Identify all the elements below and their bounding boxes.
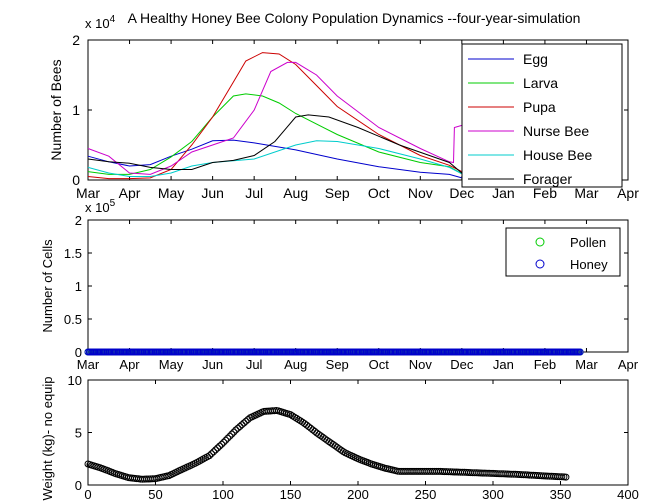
data-point <box>238 421 246 429</box>
data-point <box>226 432 234 440</box>
cells-xtick-label: Mar <box>77 357 100 372</box>
cells-xtick-label: Jan <box>493 357 514 372</box>
legend-label-honey: Honey <box>570 257 608 272</box>
population-xtick-label: Apr <box>119 185 141 201</box>
legend-label-egg: Egg <box>523 51 548 67</box>
weight-xtick-label: 400 <box>617 487 639 502</box>
weight-ytick-label: 5 <box>75 426 82 441</box>
cells-ytick-label: 0 <box>75 345 82 360</box>
figure-title: A Healthy Honey Bee Colony Population Dy… <box>128 10 581 26</box>
data-point <box>218 440 226 448</box>
cells-xtick-label: May <box>159 357 184 372</box>
cells-xtick-label: Apr <box>119 357 140 372</box>
weight-ytick-label: 0 <box>75 478 82 493</box>
cells-xtick-label: Oct <box>369 357 390 372</box>
data-point <box>562 473 570 481</box>
data-point <box>220 438 228 446</box>
population-xtick-label: Jun <box>201 185 224 201</box>
legend-label-larva: Larva <box>523 75 558 91</box>
population-xtick-label: Jan <box>492 185 515 201</box>
population-xtick-label: Sep <box>325 185 350 201</box>
data-point <box>208 450 215 458</box>
cells-xtick-label: Jul <box>246 357 263 372</box>
data-point <box>234 424 242 432</box>
cells-xtick-label: Jun <box>202 357 223 372</box>
weight-xtick-label: 200 <box>347 487 369 502</box>
series-markers-weight <box>84 407 570 483</box>
population-xtick-label: Nov <box>408 185 433 201</box>
legend-label-pollen: Pollen <box>570 235 606 250</box>
cells-xtick-label: Aug <box>284 357 307 372</box>
population-legend <box>461 43 623 188</box>
legend-label-forager: Forager <box>523 171 572 187</box>
weight-ytick-label: 10 <box>68 373 82 388</box>
population-ylabel: Number of Bees <box>48 59 64 160</box>
weight-ylabel: Weight (kg)- no equip <box>40 376 55 500</box>
cells-exponent: x 105 <box>85 198 116 215</box>
cells-xtick-label: Apr <box>618 357 639 372</box>
population-xtick-label: Jul <box>245 185 263 201</box>
cells-ytick-label: 0.5 <box>64 312 82 327</box>
weight-xtick-label: 250 <box>415 487 437 502</box>
population-xtick-label: Feb <box>533 185 557 201</box>
population-xtick-label: Apr <box>617 185 639 201</box>
weight-xtick-label: 100 <box>212 487 234 502</box>
cells-xtick-label: Sep <box>326 357 349 372</box>
data-point <box>576 348 584 356</box>
population-ytick-label: 2 <box>72 32 80 48</box>
data-point <box>216 442 224 450</box>
population-xtick-label: Dec <box>449 185 474 201</box>
weight-xtick-label: 50 <box>148 487 162 502</box>
population-xtick-label: Aug <box>283 185 308 201</box>
cells-xtick-label: Nov <box>409 357 433 372</box>
data-point <box>224 434 232 442</box>
data-point <box>210 448 218 456</box>
data-point <box>212 446 220 454</box>
cells-ytick-label: 2 <box>75 213 82 228</box>
legend-marker-pollen <box>535 237 545 247</box>
cells-legend <box>505 227 621 277</box>
population-xtick-label: Mar <box>574 185 598 201</box>
population-xtick-label: Mar <box>76 185 100 201</box>
data-point <box>236 423 244 430</box>
data-point <box>240 419 248 427</box>
cells-xtick-label: Dec <box>450 357 474 372</box>
weight-xtick-label: 300 <box>482 487 504 502</box>
data-point <box>230 428 238 436</box>
population-xtick-label: May <box>158 185 184 201</box>
legend-label-house-bee: House Bee <box>523 147 592 163</box>
cells-ytick-label: 1 <box>75 279 82 294</box>
data-point <box>558 473 566 481</box>
population-ytick-label: 0 <box>72 172 80 188</box>
series-markers-honey <box>84 348 584 356</box>
series-line-forager <box>87 114 587 180</box>
weight-xtick-label: 150 <box>280 487 302 502</box>
cells-xtick-label: Feb <box>534 357 556 372</box>
data-point <box>222 436 230 444</box>
data-point <box>242 417 250 425</box>
legend-marker-honey <box>535 259 545 269</box>
weight-xtick-label: 350 <box>550 487 572 502</box>
data-point <box>206 452 213 460</box>
legend-label-nurse-bee: Nurse Bee <box>523 123 589 139</box>
cells-ytick-label: 1.5 <box>64 246 82 261</box>
legend-label-pupa: Pupa <box>523 99 556 115</box>
cells-ylabel: Number of Cells <box>40 239 55 333</box>
population-exponent: x 104 <box>85 14 116 31</box>
weight-xtick-label: 0 <box>84 487 91 502</box>
cells-xtick-label: Mar <box>575 357 598 372</box>
data-point <box>228 430 236 438</box>
data-point <box>214 444 222 452</box>
weight-plot-area <box>87 379 629 486</box>
data-point <box>232 426 240 434</box>
population-ytick-label: 1 <box>72 102 80 118</box>
population-xtick-label: Oct <box>368 185 390 201</box>
